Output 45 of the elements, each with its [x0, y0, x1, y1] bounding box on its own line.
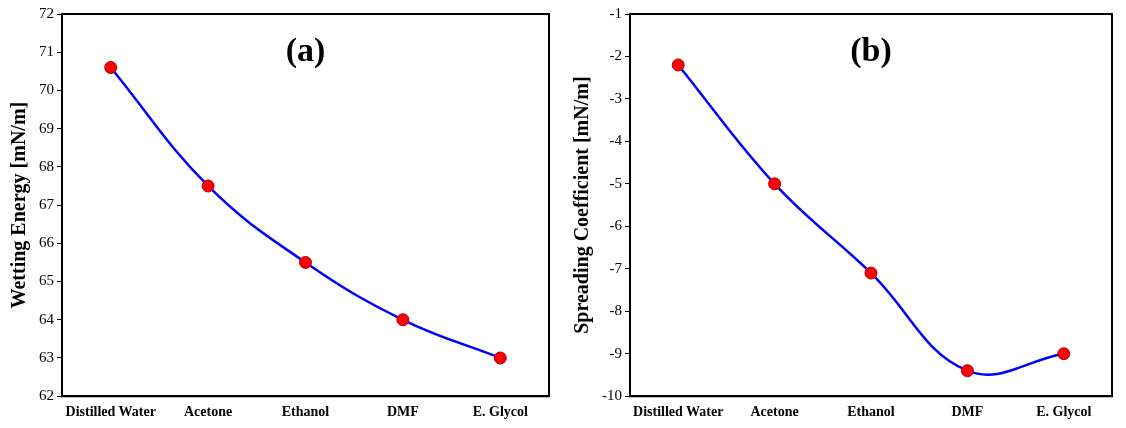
point [864, 266, 878, 280]
y-tick-label: -3 [609, 89, 622, 106]
y-tick-label: 63 [39, 348, 54, 365]
x-tick-label: E. Glycol [472, 404, 529, 420]
y-tick-label: -6 [609, 217, 623, 234]
y-tick-label: -5 [609, 174, 622, 191]
y-tick-label: 68 [39, 157, 54, 174]
y-tick-label: 66 [39, 234, 55, 251]
y-tick-label: 67 [39, 196, 55, 213]
x-tick-label: E. Glycol [1036, 404, 1092, 420]
point [960, 364, 974, 378]
y-tick-label: -7 [609, 259, 623, 276]
point [299, 255, 312, 269]
x-tick-label: Ethanol [281, 404, 330, 420]
x-tick-label: Distilled Water [633, 404, 724, 420]
y-tick-label: 69 [39, 119, 54, 136]
x-tick-label: DMF [386, 404, 419, 420]
text: (b) [850, 30, 892, 69]
y-axis-title: Wetting Energy [mN/m] [7, 101, 31, 309]
y-axis-title: Spreading Coefficient [mN/m] [570, 76, 594, 334]
point [671, 58, 685, 72]
y-tick-label: -1 [609, 4, 622, 21]
y-tick-label: -8 [609, 302, 622, 319]
x-tick-label: Acetone [750, 404, 799, 420]
y-tick-label: -4 [609, 132, 623, 149]
y-tick-label: -2 [609, 47, 622, 64]
x-tick-label: DMF [951, 404, 984, 420]
y-tick-label: 70 [39, 81, 54, 98]
y-tick-label: 62 [39, 387, 54, 404]
y-tick-label: -9 [609, 344, 622, 361]
y-tick-label: 71 [39, 43, 54, 60]
y-tick-label: 65 [39, 272, 54, 289]
x-tick-label: Ethanol [847, 404, 895, 420]
point [768, 177, 782, 191]
point [396, 313, 410, 327]
point [104, 61, 118, 75]
point [493, 351, 507, 365]
y-tick-label: 72 [39, 4, 54, 21]
x-tick-label: Distilled Water [65, 404, 156, 420]
y-tick-label: -10 [602, 387, 622, 404]
y-tick-label: 64 [39, 310, 55, 327]
point [201, 179, 215, 193]
text: (a) [285, 30, 326, 69]
point [1057, 347, 1071, 361]
x-tick-label: Acetone [184, 404, 233, 420]
